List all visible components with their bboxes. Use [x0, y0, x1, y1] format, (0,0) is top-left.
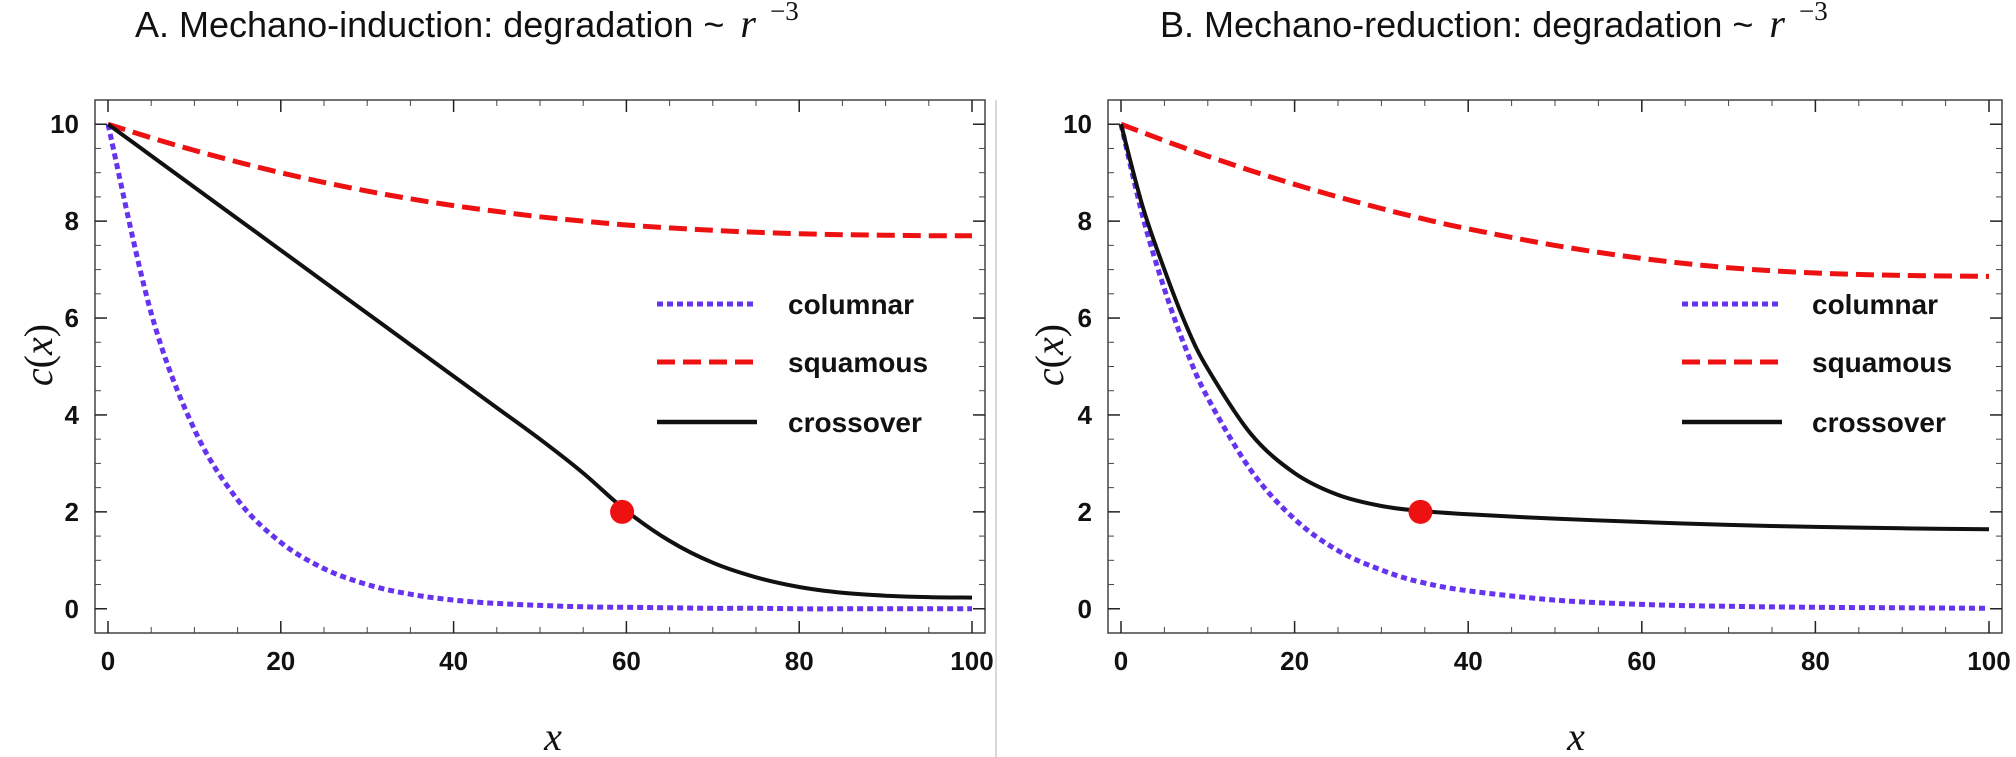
chart-b-y-tick-label: 0 — [1078, 594, 1092, 624]
chart-b-y-tick-label: 8 — [1078, 206, 1092, 236]
chart-a-legend-squamous: squamous — [657, 347, 928, 378]
chart-b-x-tick-label: 20 — [1280, 646, 1309, 676]
chart-a-x-tick-label: 40 — [439, 646, 468, 676]
chart-b-title-math-exponent: −3 — [1799, 0, 1828, 26]
chart-a-legend-squamous-label: squamous — [788, 347, 928, 378]
chart-a-y-tick-label: 4 — [65, 400, 80, 430]
chart-b-series-columnar — [1118, 123, 1990, 611]
chart-a-title: A. Mechano-induction: degradation ~ r −3 — [135, 0, 799, 46]
chart-b-y-tick-label: 10 — [1063, 109, 1092, 139]
chart-a-ticks: 0 20 40 60 80 100 0 2 4 6 8 10 — [50, 100, 994, 676]
chart-a-x-tick-label: 20 — [266, 646, 295, 676]
chart-a-x-tick-label: 80 — [785, 646, 814, 676]
chart-a-legend-crossover: crossover — [657, 407, 922, 438]
chart-a-series-squamous — [107, 121, 973, 239]
chart-a-crossover-marker — [610, 499, 635, 524]
chart-b-title-prefix: B. Mechano-reduction: degradation ~ — [1160, 4, 1763, 45]
chart-a-legend-crossover-label: crossover — [788, 407, 922, 438]
chart-panel-b: B. Mechano-reduction: degradation ~ r −3… — [1027, 0, 2011, 757]
chart-a-legend: columnar squamous crossover — [657, 289, 928, 438]
chart-b-legend-columnar-label: columnar — [1812, 289, 1938, 320]
chart-b-legend-columnar: columnar — [1682, 289, 1938, 320]
chart-b-x-tick-label: 80 — [1801, 646, 1830, 676]
chart-a-x-tick-label: 100 — [950, 646, 993, 676]
chart-b-legend: columnar squamous crossover — [1682, 289, 1952, 438]
chart-b-series-squamous — [1120, 121, 1990, 279]
chart-b-series-layer — [1118, 121, 1990, 611]
chart-a-y-tick-label: 10 — [50, 109, 79, 139]
chart-a-series-crossover — [106, 122, 973, 600]
chart-b-x-tick-label: 60 — [1627, 646, 1656, 676]
chart-b-legend-crossover-label: crossover — [1812, 407, 1946, 438]
chart-b-legend-squamous: squamous — [1682, 347, 1952, 378]
chart-b-y-tick-label: 2 — [1078, 497, 1092, 527]
chart-b-legend-squamous-label: squamous — [1812, 347, 1952, 378]
chart-panel-a: A. Mechano-induction: degradation ~ r −3… — [16, 0, 994, 757]
chart-a-legend-columnar: columnar — [657, 289, 914, 320]
chart-a-x-axis-label: x — [543, 714, 562, 757]
chart-a-title-math-exponent: −3 — [770, 0, 799, 26]
chart-b-title-math-base: r — [1769, 1, 1785, 46]
chart-a-series-columnar — [105, 123, 972, 612]
chart-b-legend-crossover: crossover — [1682, 407, 1946, 438]
chart-b-title: B. Mechano-reduction: degradation ~ r −3 — [1160, 0, 1828, 46]
chart-a-y-tick-label: 8 — [65, 206, 79, 236]
chart-a-title-math-base: r — [740, 1, 756, 46]
chart-a-x-tick-label: 0 — [101, 646, 115, 676]
chart-b-x-tick-label: 100 — [1967, 646, 2010, 676]
chart-a-y-tick-label: 0 — [65, 594, 79, 624]
chart-a-x-tick-label: 60 — [612, 646, 641, 676]
chart-b-y-tick-label: 6 — [1078, 303, 1092, 333]
chart-a-title-prefix: A. Mechano-induction: degradation ~ — [135, 4, 734, 45]
chart-a-legend-columnar-label: columnar — [788, 289, 914, 320]
chart-b-x-tick-label: 0 — [1114, 646, 1128, 676]
chart-a-y-axis-label: c(x) — [16, 324, 61, 386]
chart-b-y-axis-label: c(x) — [1027, 324, 1072, 386]
chart-a-y-tick-label: 2 — [65, 497, 79, 527]
chart-a-series-layer — [105, 121, 973, 612]
chart-b-ticks: 0 20 40 60 80 100 0 2 4 6 8 10 — [1063, 100, 2011, 676]
chart-b-x-axis-label: x — [1566, 714, 1585, 757]
chart-b-series-crossover — [1119, 123, 1990, 532]
chart-b-y-tick-label: 4 — [1078, 400, 1093, 430]
chart-b-x-tick-label: 40 — [1454, 646, 1483, 676]
chart-a-y-tick-label: 6 — [65, 303, 79, 333]
chart-b-crossover-marker — [1408, 499, 1433, 524]
